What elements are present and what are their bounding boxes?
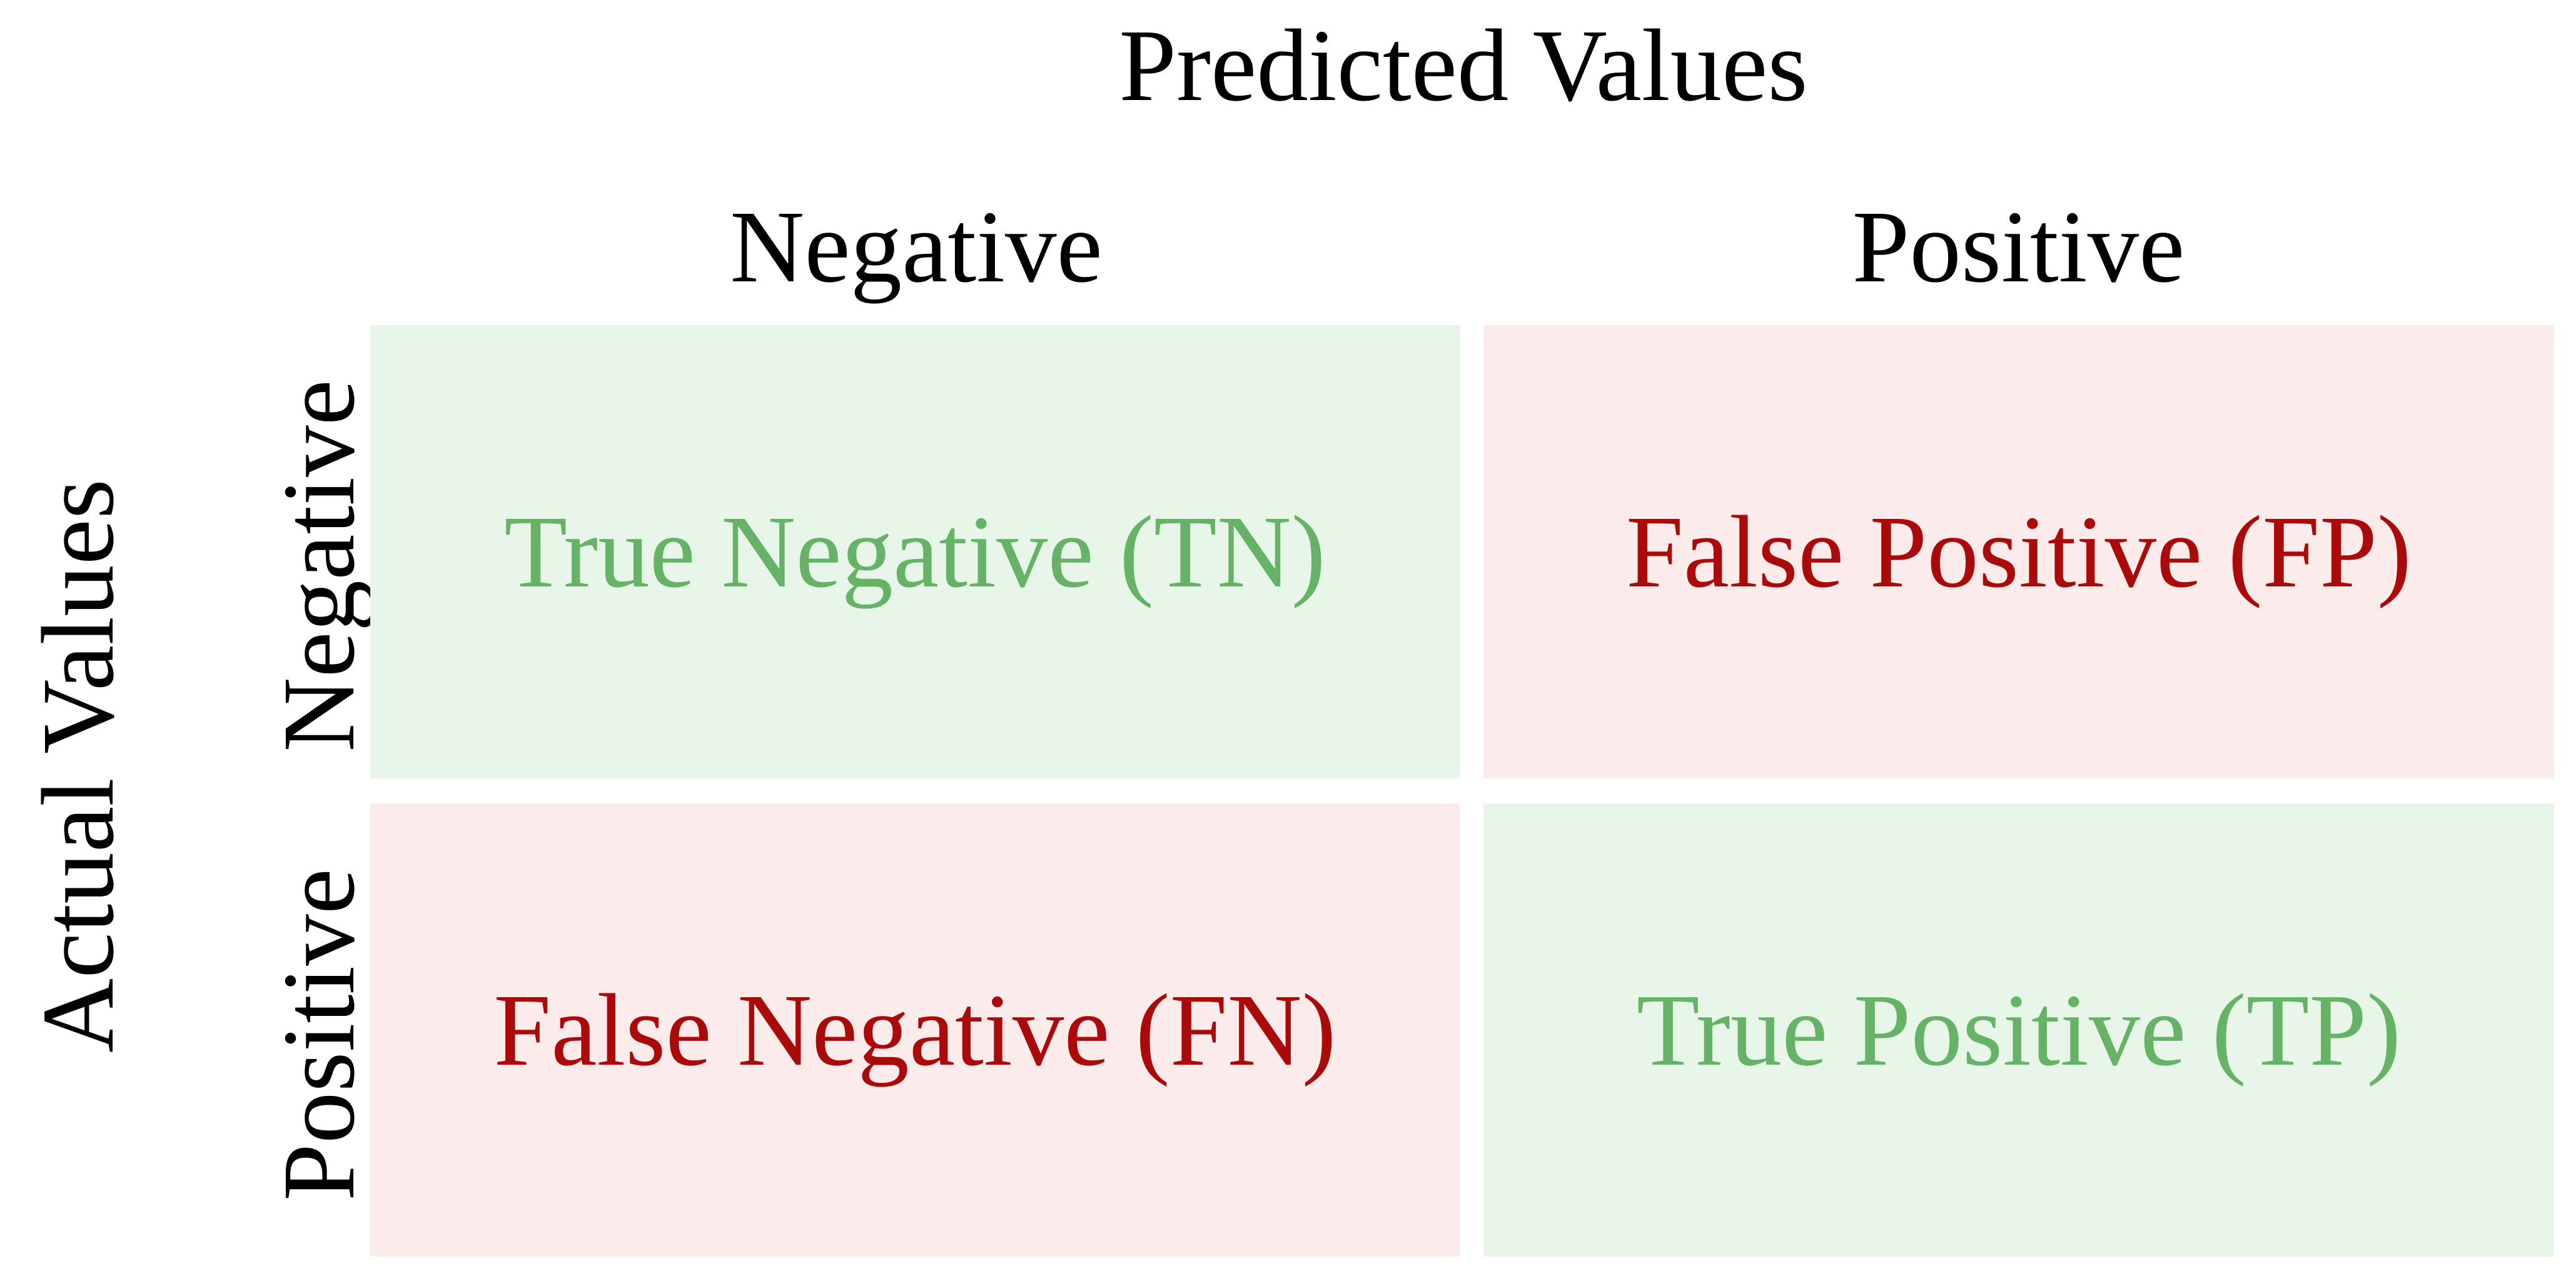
row-header-positive: Positive	[261, 868, 376, 1201]
cell-false-positive-label: False Positive (FP)	[1626, 494, 2412, 609]
cell-false-positive: False Positive (FP)	[1483, 325, 2554, 778]
column-header-positive: Positive	[1852, 189, 2185, 304]
predicted-values-title: Predicted Values	[1119, 8, 1808, 123]
cell-false-negative-label: False Negative (FN)	[493, 972, 1336, 1087]
cell-true-negative: True Negative (TN)	[370, 325, 1460, 778]
column-header-negative: Negative	[730, 189, 1103, 304]
actual-values-title: Actual Values	[21, 479, 135, 1053]
cell-true-positive-label: True Positive (TP)	[1636, 972, 2402, 1087]
cell-true-positive: True Positive (TP)	[1483, 803, 2554, 1257]
cell-false-negative: False Negative (FN)	[370, 803, 1460, 1257]
row-header-negative: Negative	[261, 379, 376, 752]
cell-true-negative-label: True Negative (TN)	[504, 494, 1326, 609]
